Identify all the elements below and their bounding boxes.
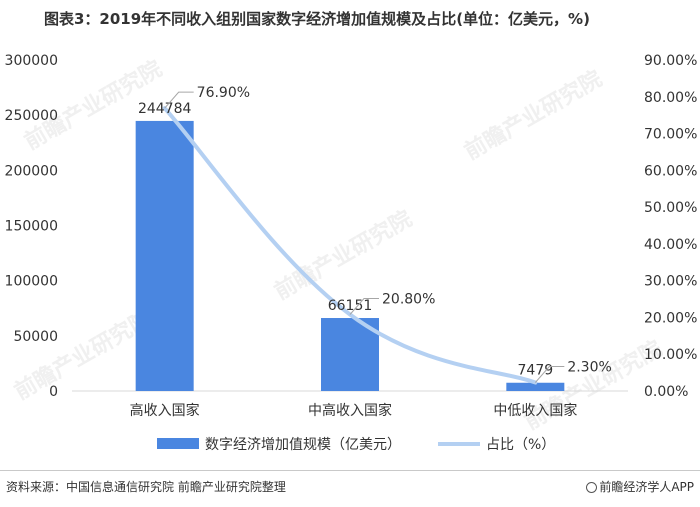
- x-tick-label: 中高收入国家: [308, 402, 392, 419]
- right-tick-label: 20.00%: [644, 310, 697, 326]
- line-value-label: 76.90%: [197, 85, 250, 101]
- bar: [321, 318, 379, 391]
- footer-divider: [0, 470, 700, 471]
- right-tick-label: 0.00%: [644, 384, 688, 400]
- right-tick-label: 40.00%: [644, 237, 697, 253]
- bar-value-label: 7479: [518, 363, 554, 379]
- brand-logo-icon: [586, 482, 598, 493]
- bar: [506, 382, 565, 391]
- watermark-text: 前瞻产业研究院: [10, 306, 156, 406]
- left-tick-label: 100000: [5, 274, 58, 290]
- left-axis-ticks: 0 50000 100000 150000 200000 250000 300000: [5, 53, 58, 400]
- x-tick-label: 高收入国家: [130, 402, 200, 419]
- watermark-text: 前瞻产业研究院: [270, 206, 416, 306]
- left-tick-label: 250000: [5, 108, 58, 124]
- x-tick-label: 中低收入国家: [493, 402, 577, 419]
- line-label-leader: [164, 91, 194, 109]
- legend-line-label: 占比（%）: [486, 437, 555, 453]
- line-path: [162, 106, 538, 385]
- left-tick-label: 300000: [5, 53, 58, 69]
- right-tick-label: 10.00%: [644, 347, 697, 363]
- bar: [135, 120, 194, 391]
- legend-bar-label: 数字经济增加值规模（亿美元）: [205, 437, 401, 453]
- line-data-labels: 76.90% 20.80% 2.30%: [164, 85, 612, 383]
- chart-title: 图表3：2019年不同收入组别国家数字经济增加值规模及占比(单位：亿美元，%): [44, 10, 590, 28]
- left-tick-label: 200000: [5, 163, 58, 179]
- brand-credit: 前瞻经济学人APP: [586, 478, 694, 495]
- x-axis-ticks: 高收入国家 中高收入国家 中低收入国家: [130, 402, 578, 419]
- left-tick-label: 50000: [13, 329, 58, 345]
- right-tick-label: 90.00%: [644, 53, 697, 69]
- right-tick-label: 30.00%: [644, 274, 697, 290]
- line-value-label: 2.30%: [567, 360, 611, 376]
- watermark-text: 前瞻产业研究院: [460, 66, 606, 166]
- legend: 数字经济增加值规模（亿美元） 占比（%）: [157, 437, 555, 453]
- line-label-leader: [534, 366, 565, 383]
- right-tick-label: 50.00%: [644, 200, 697, 216]
- bar-value-label: 244784: [138, 101, 192, 117]
- legend-bar-swatch: [157, 438, 199, 449]
- left-tick-label: 150000: [5, 219, 58, 235]
- right-tick-label: 80.00%: [644, 90, 697, 106]
- line-value-label: 20.80%: [382, 292, 435, 308]
- right-tick-label: 60.00%: [644, 163, 697, 179]
- brand-name: 前瞻经济学人APP: [599, 480, 694, 494]
- right-axis-ticks: 0.00% 10.00% 20.00% 30.00% 40.00% 50.00% 60.00…: [644, 53, 697, 400]
- bar-series: [135, 120, 565, 391]
- left-tick-label: 0: [49, 384, 58, 400]
- line-series: [162, 106, 538, 385]
- bar-value-label: 66151: [328, 298, 373, 314]
- right-tick-label: 70.00%: [644, 127, 697, 143]
- line-label-leader: [349, 298, 379, 315]
- source-note: 资料来源：中国信息通信研究院 前瞻产业研究院整理: [6, 480, 286, 494]
